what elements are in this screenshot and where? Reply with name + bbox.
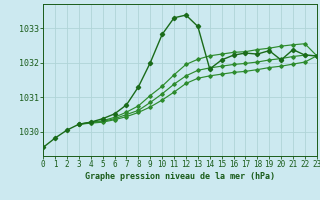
X-axis label: Graphe pression niveau de la mer (hPa): Graphe pression niveau de la mer (hPa) bbox=[85, 172, 275, 181]
